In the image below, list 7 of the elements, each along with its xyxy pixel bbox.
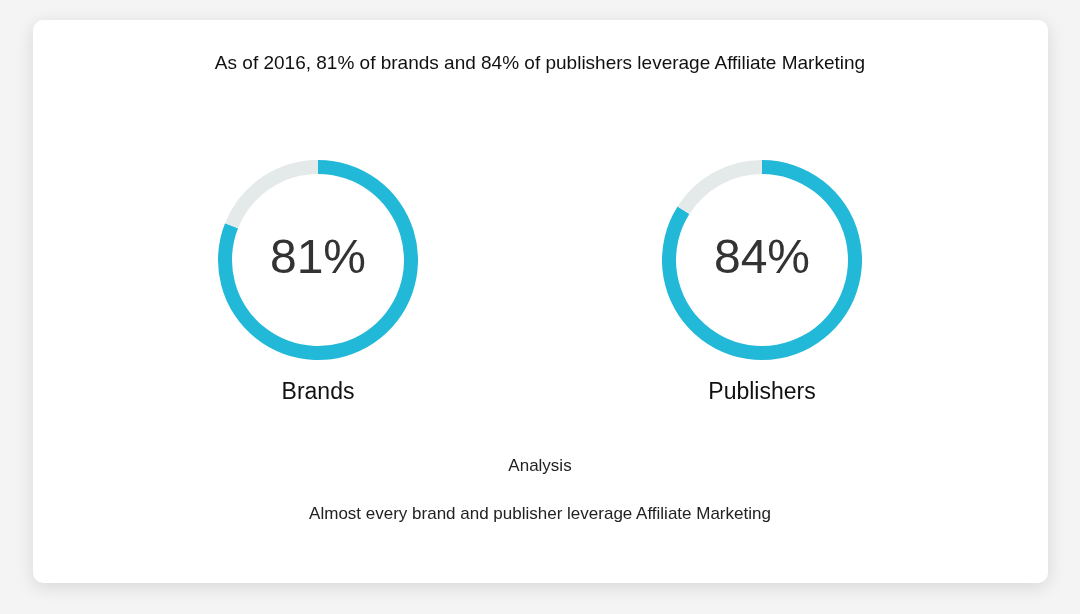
text: Publishers: [707, 378, 817, 405]
text: Analysis: [507, 456, 573, 476]
text: Almost every brand and publisher leverage Affiliate Marketing: [308, 504, 772, 524]
data-label: 84%: [713, 230, 811, 284]
text: Brands: [280, 378, 356, 405]
text: As of 2016, 81% of brands and 84% of publishers leverage Affiliate Marketing: [213, 52, 867, 74]
data-label: 81%: [269, 230, 367, 284]
